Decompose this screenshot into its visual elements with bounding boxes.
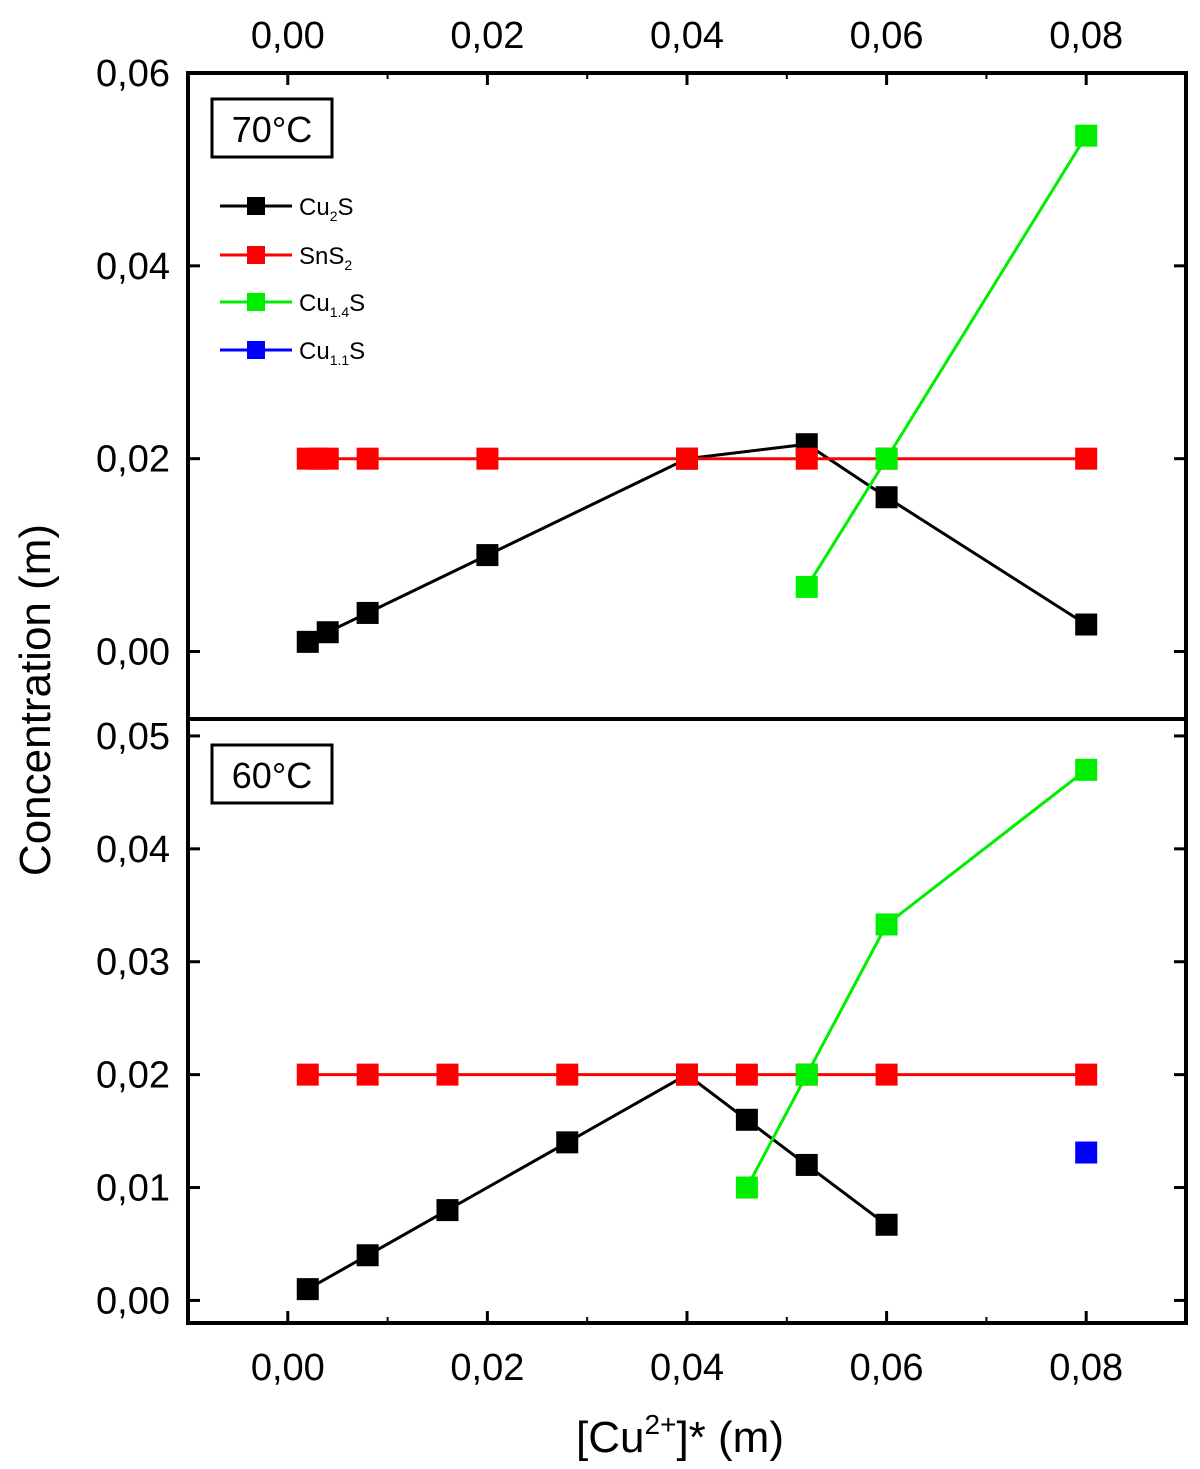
marker-cu2s: [356, 1244, 379, 1267]
x-tick-label-bottom: 0,08: [1049, 1347, 1123, 1389]
legend-label-cu11s: Cu1.1S: [299, 338, 365, 368]
marker-sns2: [676, 1063, 698, 1086]
marker-cu2s: [875, 486, 898, 509]
y-tick-label: 0,02: [96, 1055, 170, 1097]
x-tick-label-bottom: 0,06: [850, 1347, 924, 1389]
panel-label-70c: 70°C: [232, 109, 312, 150]
marker-sns2: [795, 447, 818, 470]
legend-label-cu2s: Cu2S: [299, 194, 354, 224]
y-tick-label: 0,06: [96, 53, 170, 95]
marker-sns2: [476, 447, 499, 470]
marker-sns2: [676, 447, 698, 470]
y-tick-label: 0,04: [96, 829, 170, 871]
marker-cu2s: [476, 544, 499, 567]
x-tick-label-top: 0,02: [450, 15, 524, 57]
marker-cu2s: [1075, 613, 1098, 636]
series-line-cu14s: [805, 134, 1088, 588]
marker-sns2: [556, 1063, 579, 1086]
marker-sns2: [1075, 447, 1098, 470]
marker-cu14s: [795, 575, 818, 598]
tick-labels: 0,00 0,00 0,02 0,02 0,04 0,04 0,06 0,06 0,08 0,08…: [96, 15, 1123, 1389]
y-tick-label: 0,04: [96, 246, 170, 288]
panel-label-box-top: [210, 97, 334, 159]
marker-cu14s: [1075, 124, 1098, 147]
marker-sns2: [356, 447, 379, 470]
series-line-cu14s: [745, 768, 1088, 1189]
marker-cu2s: [795, 1153, 818, 1176]
legend-marker-sns2: [247, 246, 265, 264]
y-axis-title: Concentration (m): [11, 524, 60, 876]
marker-cu2s: [296, 630, 319, 653]
series-line-cu2s: [307, 442, 1088, 644]
marker-cu2s: [875, 1213, 898, 1236]
y-tick-label: 0,00: [96, 1280, 170, 1322]
marker-cu2s: [296, 1278, 319, 1301]
panel-label-box-bottom: [210, 743, 334, 805]
marker-cu2s: [735, 1108, 758, 1131]
y-tick-label: 0,05: [96, 716, 170, 758]
marker-cu2s: [436, 1199, 459, 1222]
legend-marker-cu11s: [247, 341, 265, 359]
series-lines: [307, 134, 1088, 1291]
marker-cu14s: [735, 1176, 758, 1199]
marker-cu14s: [795, 1063, 818, 1086]
series-markers: [296, 124, 1098, 1301]
marker-cu11s: [1075, 1141, 1098, 1164]
y-tick-label: 0,00: [96, 632, 170, 674]
legend-label-cu14s: Cu1.4S: [299, 290, 365, 320]
marker-sns2: [356, 1063, 379, 1086]
axis-ticks: [187, 71, 1187, 1323]
panel-label-60c: 60°C: [232, 755, 312, 796]
legend-label-sns2: SnS2: [299, 243, 352, 273]
marker-sns2: [436, 1063, 459, 1086]
x-tick-label-bottom: 0,00: [251, 1347, 325, 1389]
x-tick-label-bottom: 0,02: [450, 1347, 524, 1389]
marker-cu2s: [356, 601, 379, 624]
marker-cu2s: [556, 1131, 579, 1154]
x-tick-label-top: 0,06: [850, 15, 924, 57]
x-tick-label-top: 0,08: [1049, 15, 1123, 57]
x-tick-label-top: 0,04: [650, 15, 724, 57]
marker-cu2s: [316, 621, 339, 644]
marker-cu14s: [1075, 758, 1098, 781]
legend: Cu2S SnS2 Cu1.4S Cu1.1S: [220, 194, 365, 368]
marker-sns2: [735, 1063, 758, 1086]
y-tick-label: 0,02: [96, 439, 170, 481]
y-tick-label: 0,03: [96, 942, 170, 984]
x-axis-title: [Cu2+]* (m): [576, 1409, 784, 1462]
y-tick-label: 0,01: [96, 1168, 170, 1210]
marker-cu14s: [875, 913, 898, 936]
marker-sns2: [1075, 1063, 1098, 1086]
x-tick-label-bottom: 0,04: [650, 1347, 724, 1389]
marker-sns2: [875, 1063, 898, 1086]
x-tick-label-top: 0,00: [251, 15, 325, 57]
marker-sns2: [296, 1063, 319, 1086]
marker-cu14s: [875, 447, 898, 470]
legend-marker-cu14s: [247, 293, 265, 311]
series-line-cu2s: [307, 1072, 888, 1291]
marker-sns2: [316, 447, 339, 470]
legend-marker-cu2s: [247, 197, 265, 215]
